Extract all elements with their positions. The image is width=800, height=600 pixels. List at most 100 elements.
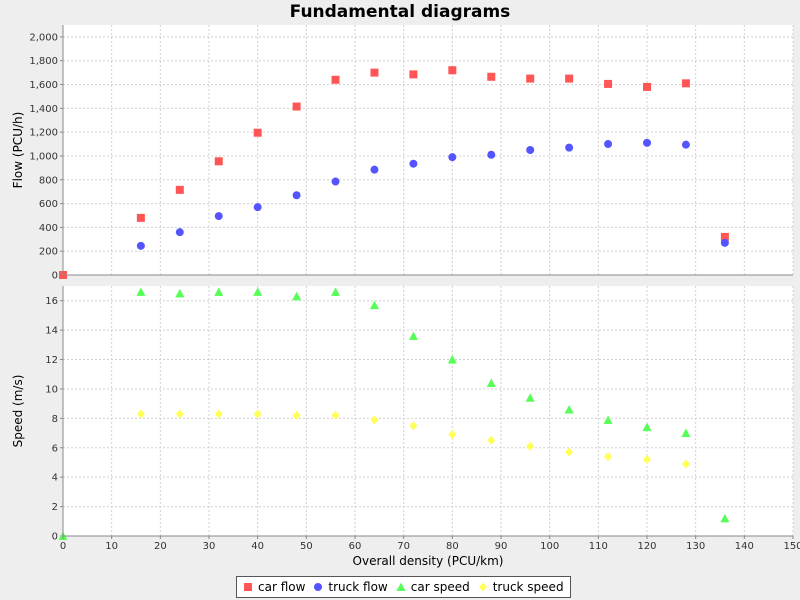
data-point (681, 140, 690, 149)
data-point (408, 331, 418, 340)
y-tick-label: 400 (39, 223, 58, 234)
data-point (448, 430, 457, 440)
x-tick-label: 0 (60, 541, 66, 552)
data-point (526, 441, 535, 451)
data-point (253, 287, 263, 296)
y-tick-label: 4 (52, 473, 58, 484)
x-tick-label: 100 (540, 541, 559, 552)
data-point (136, 287, 146, 296)
legend-label: truck speed (492, 580, 564, 594)
y-tick-label: 2,000 (29, 32, 58, 43)
y-tick-label: 1,200 (29, 128, 58, 139)
data-point (720, 238, 729, 247)
data-point (292, 410, 301, 420)
y-tick-label: 0 (52, 271, 58, 282)
x-tick-label: 90 (495, 541, 508, 552)
series-car-speed (58, 287, 730, 540)
series-truck-speed (136, 409, 690, 469)
y-tick-label: 12 (45, 355, 58, 366)
data-point (409, 421, 418, 431)
data-point (331, 177, 340, 186)
data-point (565, 447, 574, 457)
data-point (292, 102, 301, 111)
y-tick-label: 1,400 (29, 104, 58, 115)
data-point (643, 138, 651, 147)
y-tick-label: 200 (39, 247, 58, 258)
plot-panel-2: 0 2 4 6 8 10 12 14 16 Speed (m/s) (11, 286, 794, 543)
x-tick-label: 50 (300, 541, 313, 552)
data-point (253, 203, 262, 212)
legend-marker (396, 582, 406, 591)
legend-item-truck-flow: truck flow (313, 580, 388, 594)
data-point (214, 157, 223, 166)
data-point (136, 213, 145, 222)
data-point (525, 393, 535, 402)
data-point (409, 159, 418, 168)
legend-label: car speed (410, 580, 470, 594)
data-point (681, 79, 690, 88)
data-point (604, 140, 613, 149)
y-tick-label: 8 (52, 414, 58, 425)
legend-label: truck flow (328, 580, 388, 594)
y-tick-label: 2 (52, 502, 58, 513)
x-tick-label: 150 (783, 541, 800, 552)
plot-panel-1: 0 200 400 600 800 1,000 1,200 1,400 1,600 1,800 2,… (11, 25, 794, 282)
diamond-marker-icon (478, 582, 487, 592)
data-point (720, 513, 730, 523)
y-axis-label: Speed (m/s) (11, 375, 25, 448)
data-point (370, 165, 379, 174)
data-point (331, 410, 340, 420)
data-point (292, 291, 302, 301)
x-tick-label: 30 (203, 541, 216, 552)
data-point (720, 232, 729, 241)
data-point (253, 409, 262, 419)
data-point (331, 75, 340, 84)
x-tick-label: 110 (589, 541, 608, 552)
data-point (681, 428, 691, 438)
plot-background (63, 25, 793, 275)
square-marker-icon (244, 583, 252, 591)
y-tick-label: 800 (39, 175, 58, 186)
x-tick-label: 60 (349, 541, 362, 552)
data-point (448, 66, 457, 75)
data-point (331, 287, 341, 296)
data-point (486, 378, 496, 388)
y-tick-label: 0 (52, 532, 58, 543)
data-point (292, 191, 301, 200)
data-point (370, 415, 379, 425)
data-point (604, 452, 613, 462)
data-point (487, 150, 496, 159)
data-point (487, 72, 496, 81)
data-point (175, 228, 184, 237)
data-point (448, 153, 457, 162)
data-point (604, 79, 613, 88)
x-tick-label: 70 (397, 541, 410, 552)
data-point (526, 146, 535, 154)
legend-item-car-flow: car flow (243, 580, 305, 594)
legend-marker (314, 583, 323, 591)
data-point (526, 74, 535, 83)
data-point (253, 128, 262, 137)
x-tick-label: 40 (251, 541, 264, 552)
data-point (136, 409, 145, 419)
data-point (603, 415, 613, 424)
y-tick-label: 10 (45, 384, 58, 395)
data-point (175, 185, 184, 194)
series-truck-flow (136, 138, 729, 250)
y-tick-label: 6 (52, 443, 58, 454)
data-point (369, 300, 379, 310)
y-tick-label: 600 (39, 199, 58, 210)
legend-item-car-speed: car speed (396, 580, 470, 594)
plot-background (63, 286, 793, 536)
chart-title: Fundamental diagrams (289, 2, 511, 22)
x-tick-label: 130 (686, 541, 705, 552)
legend: car flow truck flow car speed truck speed (236, 576, 571, 598)
series-car-flow (59, 66, 729, 279)
y-tick-label: 1,600 (29, 80, 58, 91)
data-point (370, 68, 379, 77)
data-point (214, 287, 224, 296)
y-tick-label: 1,000 (29, 151, 58, 162)
data-point (214, 212, 223, 221)
x-tick-label: 80 (446, 541, 459, 552)
